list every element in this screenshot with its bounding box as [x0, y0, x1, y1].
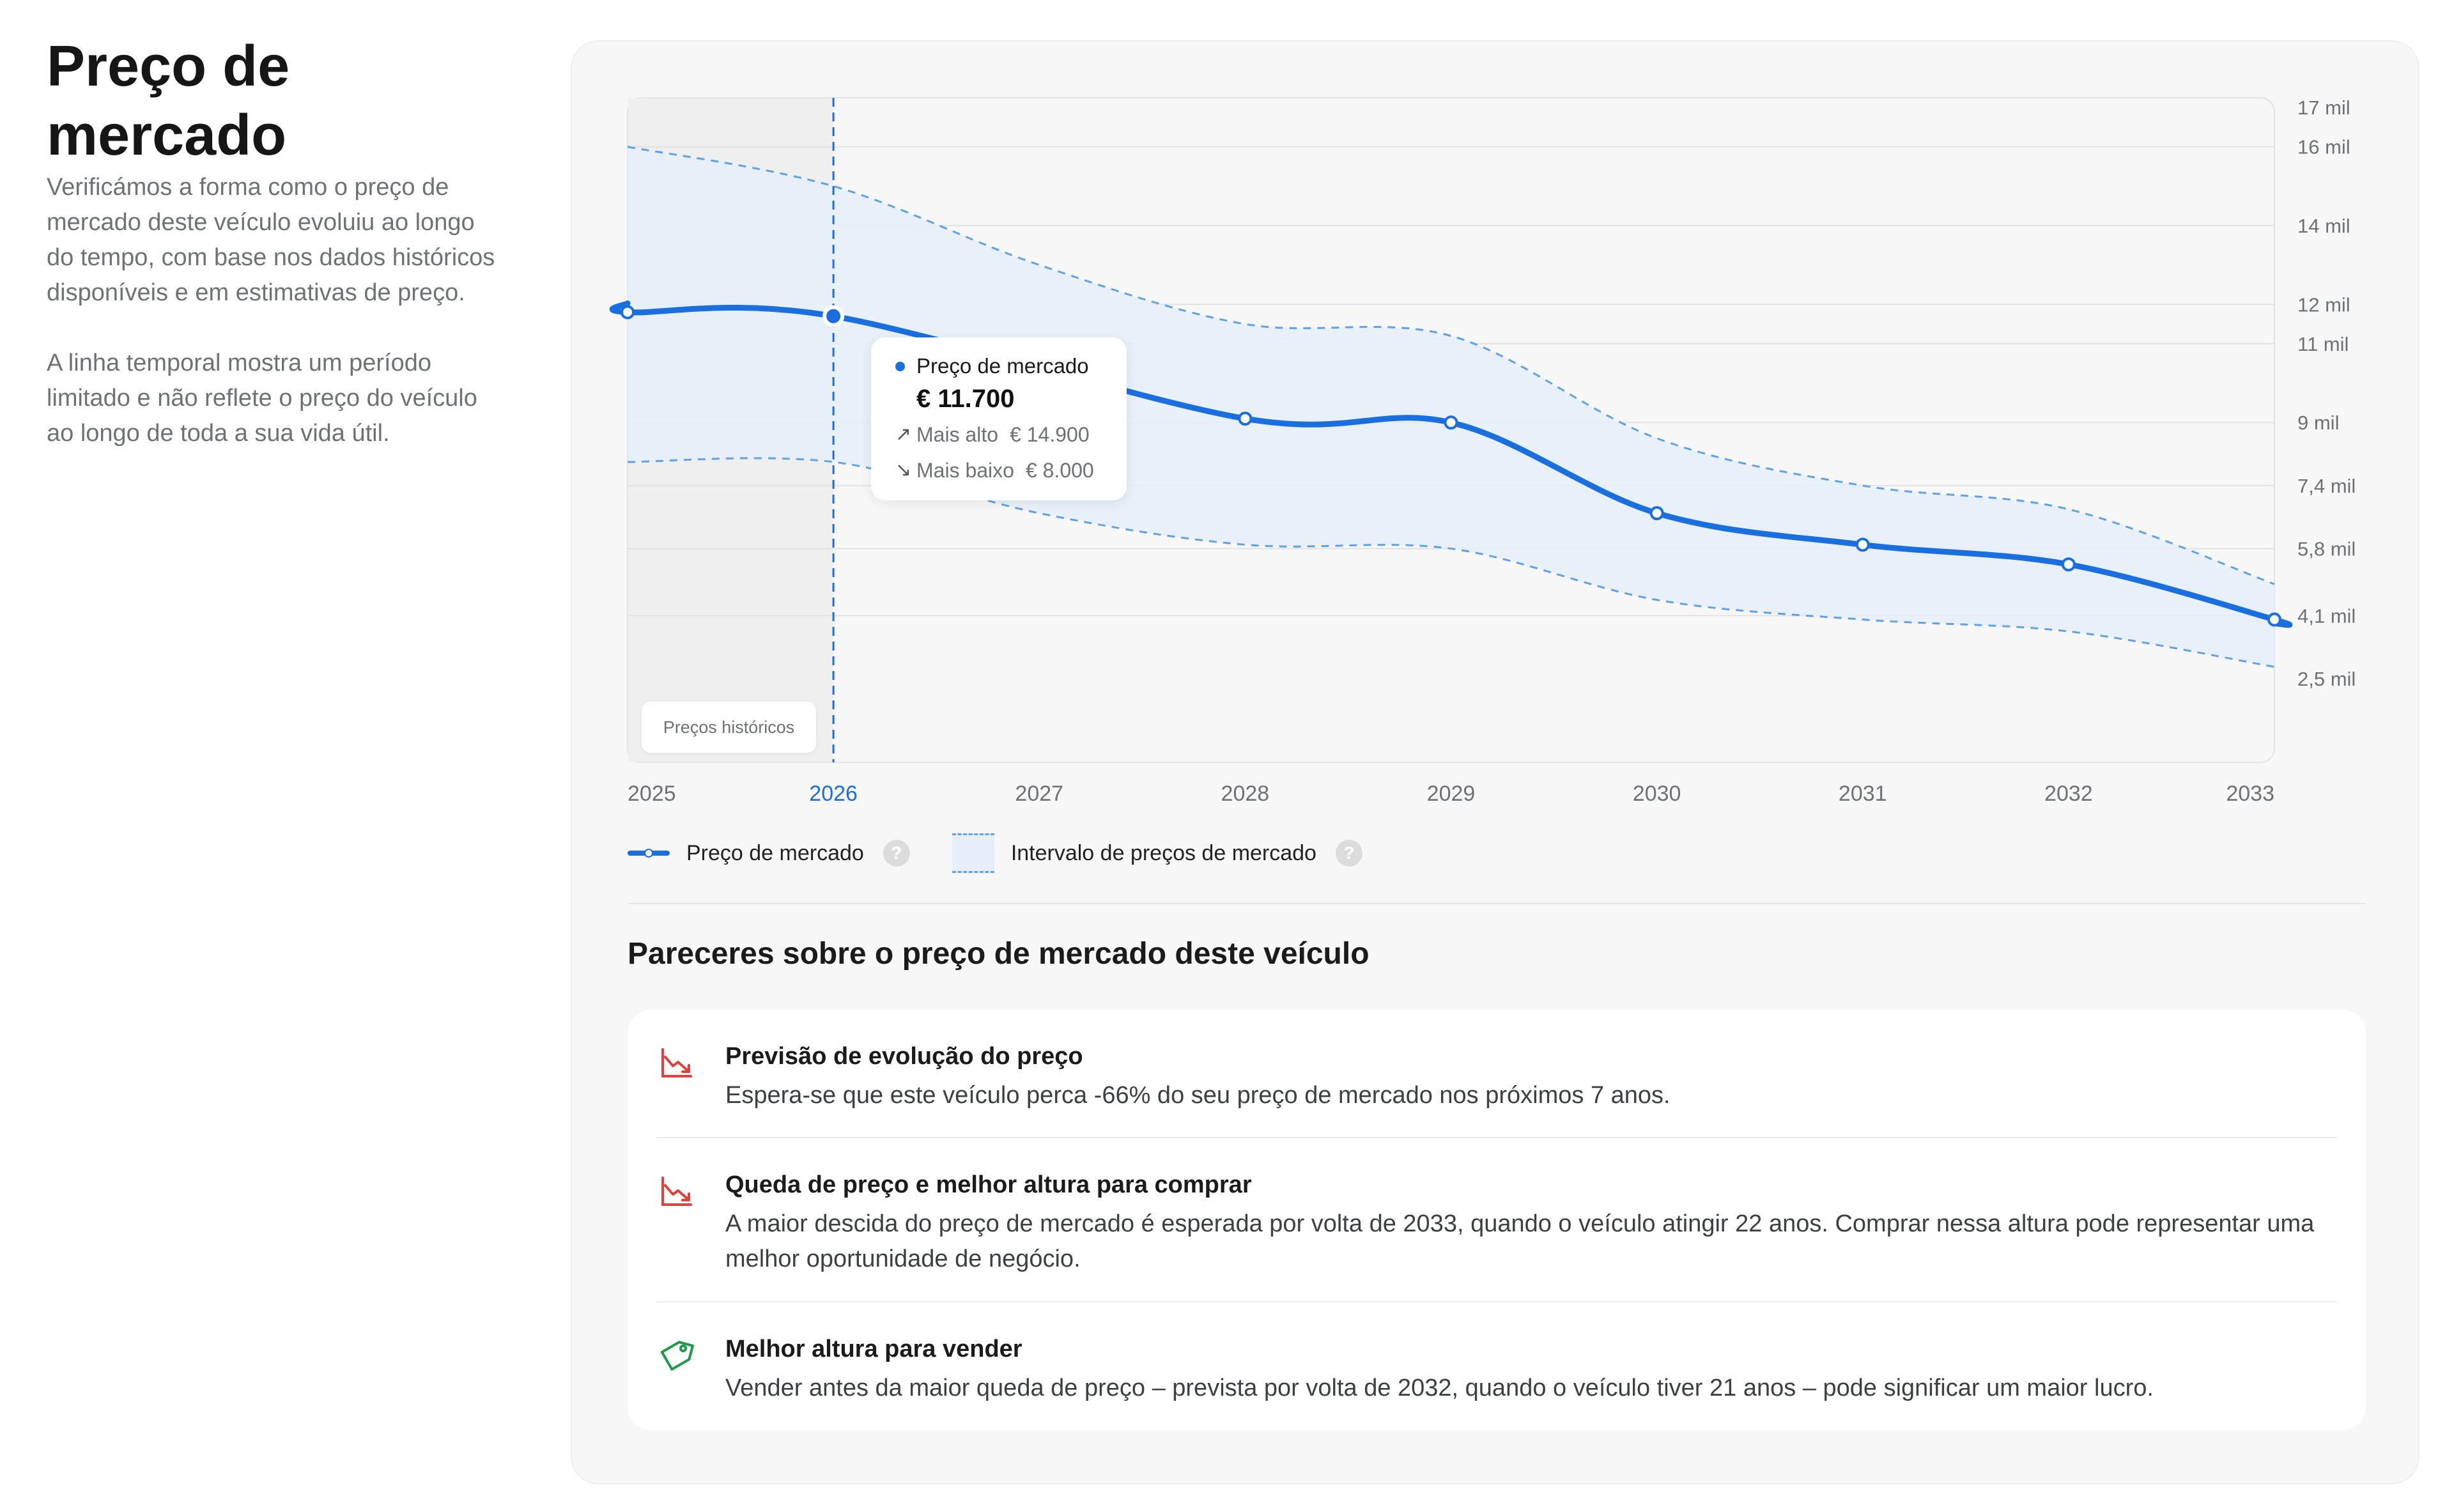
- market-price-point[interactable]: [1238, 412, 1253, 426]
- x-tick-label: 2027: [1015, 782, 1063, 806]
- tooltip-low-label: Mais baixo: [916, 459, 1014, 482]
- market-price-points[interactable]: [621, 305, 2281, 627]
- price-tag-icon: [660, 1341, 695, 1371]
- legend-item-price-range: Intervalo de preços de mercado ?: [952, 833, 1362, 873]
- y-tick-label: 5,8 mil: [2297, 538, 2356, 560]
- market-price-point[interactable]: [822, 305, 845, 327]
- x-tick-label: 2025: [628, 782, 676, 806]
- y-tick-label: 4,1 mil: [2297, 605, 2356, 627]
- market-price-point[interactable]: [2061, 557, 2076, 572]
- historical-prices-label: Preços históricos: [642, 702, 816, 753]
- x-tick-label: 2031: [1839, 782, 1887, 806]
- x-axis-ticks: 2025 2026 2027 2028 2029 2030 2031 2032 2033: [628, 782, 2274, 806]
- market-price-point[interactable]: [1444, 415, 1458, 430]
- y-tick-label: 14 mil: [2297, 215, 2350, 237]
- section-divider: [628, 903, 2366, 904]
- legend-label-price-range: Intervalo de preços de mercado: [1010, 840, 1316, 865]
- y-tick-label: 11 mil: [2297, 333, 2349, 355]
- tooltip-high-value: € 14.900: [1010, 423, 1090, 446]
- chart-legend: Preço de mercado ? Intervalo de preços d…: [628, 831, 1362, 876]
- trend-down-chart-icon: [661, 1176, 692, 1206]
- tooltip-value: € 11.700: [916, 385, 1015, 413]
- x-tick-label: 2033: [2226, 782, 2274, 806]
- arrow-up-right-icon: ↗: [895, 424, 912, 445]
- x-tick-label: 2030: [1633, 782, 1681, 806]
- series-dot: [895, 361, 905, 371]
- question-mark-icon[interactable]: ?: [1335, 840, 1362, 867]
- market-price-chart[interactable]: 17 mil 16 mil 14 mil 12 mil 11 mil 9 mil 7,4 m…: [0, 0, 2454, 831]
- market-price-point[interactable]: [1649, 506, 1664, 521]
- price-range-lower-edge: [627, 457, 2275, 668]
- x-tick-label: 2032: [2044, 782, 2093, 806]
- insight-title: Melhor altura para vender: [725, 1336, 1022, 1362]
- y-tick-label: 7,4 mil: [2297, 475, 2356, 497]
- tooltip-series-name: Preço de mercado: [916, 354, 1089, 378]
- page-title: Preço de mercado: [47, 35, 290, 167]
- insight-title: Queda de preço e melhor altura para comp…: [725, 1171, 1252, 1198]
- arrow-down-right-icon: ↘: [895, 459, 912, 481]
- y-tick-label: 2,5 mil: [2297, 668, 2356, 690]
- y-axis-ticks: 17 mil 16 mil 14 mil 12 mil 11 mil 9 mil 7,4 m…: [2297, 96, 2356, 690]
- market-price-point[interactable]: [2267, 612, 2281, 627]
- y-tick-label: 9 mil: [2297, 412, 2339, 434]
- market-price-line: [609, 300, 2293, 628]
- y-tick-label: 12 mil: [2297, 293, 2350, 316]
- legend-item-market-price: Preço de mercado ?: [628, 840, 910, 867]
- insight-separator: [656, 1301, 2337, 1302]
- insight-separator: [656, 1137, 2337, 1138]
- legend-line-swatch: [628, 845, 670, 861]
- insight-text: A maior descida do preço de mercado é es…: [725, 1210, 2315, 1272]
- tooltip-high-label: Mais alto: [916, 423, 999, 446]
- trend-down-chart-icon: [661, 1048, 692, 1077]
- x-tick-label: 2028: [1221, 782, 1270, 806]
- insights-card: Previsão de evolução do preço Espera-se …: [628, 1010, 2366, 1430]
- insight-text: Vender antes da maior queda de preço – p…: [725, 1375, 2154, 1401]
- y-tick-label: 16 mil: [2297, 136, 2350, 158]
- market-price-point[interactable]: [1855, 537, 1870, 552]
- legend-label-market-price: Preço de mercado: [686, 840, 864, 865]
- x-tick-label: 2026: [809, 782, 858, 806]
- insights-title: Pareceres sobre o preço de mercado deste…: [628, 937, 1370, 971]
- y-tick-label: 17 mil: [2297, 96, 2350, 119]
- insight-title: Previsão de evolução do preço: [725, 1043, 1083, 1070]
- question-mark-icon[interactable]: ?: [883, 840, 910, 867]
- x-tick-label: 2029: [1427, 782, 1476, 806]
- insight-text: Espera-se que este veículo perca -66% do…: [725, 1082, 1671, 1109]
- chart-tooltip: Preço de mercado € 11.700 ↗ Mais alto € …: [871, 337, 1127, 500]
- intro-section: Preço de mercado Verificámos a forma com…: [47, 32, 507, 451]
- price-range-band: [628, 146, 2274, 667]
- intro-paragraph-2: A linha temporal mostra um período limit…: [47, 350, 477, 447]
- intro-paragraph-1: Verificámos a forma como o preço de merc…: [47, 174, 495, 306]
- tooltip-low-value: € 8.000: [1025, 459, 1094, 482]
- legend-band-swatch: [952, 833, 994, 873]
- market-price-point[interactable]: [621, 305, 635, 320]
